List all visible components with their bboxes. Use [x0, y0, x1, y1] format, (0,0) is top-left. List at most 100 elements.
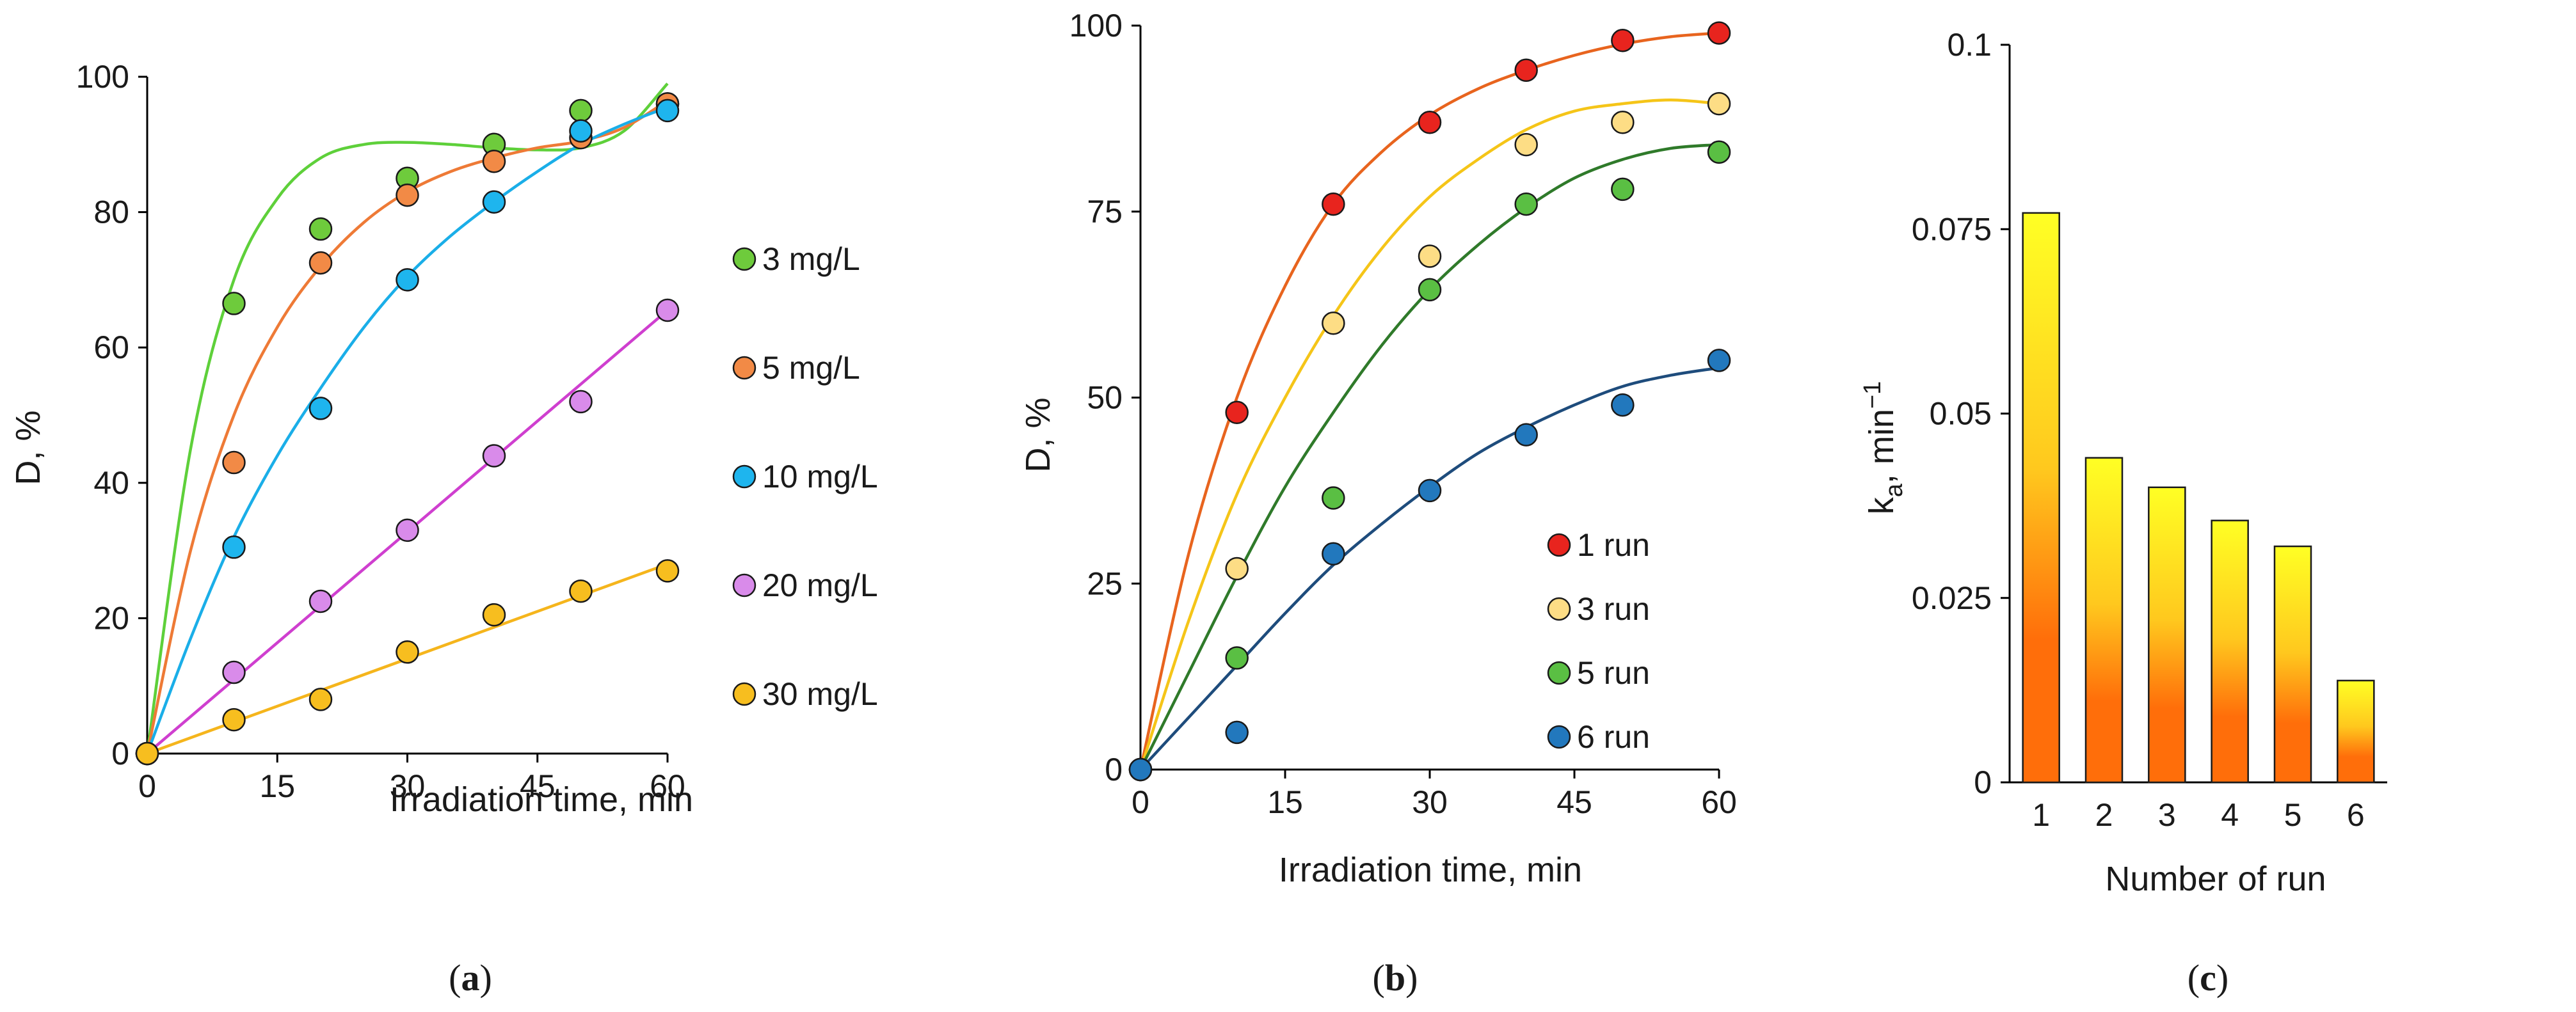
panel-b-y-tick-label: 50: [1087, 380, 1123, 416]
panel-a-data-point: [655, 99, 680, 123]
panel-a-data-point: [569, 579, 593, 603]
panel-a-data-point: [222, 292, 246, 315]
panel-a-legend-marker: [732, 682, 756, 706]
panel-b-fit-curve-2: [1139, 143, 1720, 771]
panel-b-data-point: [1322, 192, 1345, 216]
panel-c-x-tick-label: 1: [2032, 797, 2050, 833]
panel-b-y-tick-label: 0: [1105, 752, 1123, 787]
panel-b-data-point: [1418, 478, 1442, 503]
panel-a-x-tick-label: 15: [259, 768, 295, 804]
panel-b-y-tick-label: 25: [1087, 565, 1123, 601]
panel-b-data-point: [1707, 140, 1731, 164]
panel-c-y-axis-label: ka, min−1: [1859, 381, 1908, 515]
panel-b-legend-label: 3 run: [1577, 591, 1650, 627]
panel-c-bar-run-2: [2084, 457, 2124, 784]
panel-b-data-point: [1707, 91, 1731, 116]
panel-c-y-tick-label: 0.05: [1930, 396, 1992, 432]
panel-b-data-point: [1128, 757, 1153, 782]
panel-b-data-point: [1418, 278, 1442, 302]
panel-a-data-points: [135, 92, 680, 766]
panel-b-data-point: [1611, 393, 1635, 417]
panel-b-axes: 0 15 30 45 60 0 25 50 75 100: [1069, 8, 1737, 820]
panel-a-legend-marker: [732, 573, 756, 597]
panel-b-fit-curves: [1139, 31, 1720, 771]
panel-a-data-point: [482, 190, 506, 214]
panel-b-x-tick-label: 15: [1267, 784, 1303, 820]
panel-a-data-point: [135, 741, 159, 766]
panel-a-x-tick-label: 0: [138, 768, 156, 804]
panel-c-x-tick-label: 5: [2284, 797, 2302, 833]
panel-c-bars: [2022, 212, 2375, 784]
panel-a-data-point: [569, 99, 593, 123]
panel-a-legend-label: 3 mg/L: [762, 241, 860, 277]
panel-b-legend-label: 6 run: [1577, 719, 1650, 755]
panel-b-data-point: [1514, 192, 1538, 216]
panel-a-data-point: [482, 603, 506, 627]
panel-a-data-point: [569, 390, 593, 414]
panel-a-legend-label: 30 mg/L: [762, 676, 878, 712]
panel-b-data-point: [1225, 400, 1249, 425]
panel-a-legend: 3 mg/L 5 mg/L 10 mg/L 20 mg/L 30 mg/L: [732, 241, 878, 712]
panel-b-data-point: [1611, 110, 1635, 134]
panel-a-legend-marker: [732, 464, 756, 489]
panel-b-data-point: [1418, 110, 1442, 134]
panel-b-data-point: [1707, 349, 1731, 372]
panel-b-data-points: [1128, 21, 1731, 782]
panel-a-data-point: [569, 119, 593, 143]
panel-b-data-point: [1611, 177, 1635, 202]
panel-b-x-tick-label: 60: [1701, 784, 1737, 820]
panel-a-data-point: [396, 518, 419, 542]
panel-a-data-point: [222, 660, 246, 684]
panel-a-y-axis-label: D, %: [9, 410, 47, 485]
panel-b-data-point: [1322, 311, 1345, 335]
panel-a-legend-marker: [732, 356, 756, 380]
panel-a-data-point: [222, 708, 246, 732]
panel-c-x-axis-label: Number of run: [2105, 860, 2326, 898]
panel-b-label: (b): [1373, 957, 1418, 999]
panel-a-data-point: [222, 450, 246, 475]
panel-b-data-point: [1418, 244, 1442, 268]
panel-a-data-point: [482, 444, 506, 468]
panel-b-y-tick-label: 100: [1069, 8, 1123, 43]
panel-a-data-point: [308, 217, 333, 241]
panel-b-data-point: [1322, 486, 1345, 510]
panel-a-data-point: [482, 150, 506, 173]
panel-b-legend-label: 5 run: [1577, 655, 1650, 691]
panel-c-axes: 0 0.025 0.05 0.075 0.1 1 2 3 4 5 6: [1912, 27, 2387, 833]
panel-c-y-tick-label: 0.075: [1912, 211, 1992, 247]
panel-b-data-point: [1514, 132, 1538, 157]
panel-c-y-tick-label: 0: [1974, 764, 1992, 800]
panel-b-data-point: [1225, 720, 1249, 745]
panel-b-legend-marker: [1547, 661, 1571, 685]
panel-a-data-point: [222, 535, 246, 559]
panel-b-x-axis-label: Irradiation time, min: [1279, 851, 1582, 889]
panel-a-x-axis-label: Irradiation time, min: [390, 780, 693, 819]
panel-b-data-point: [1514, 58, 1538, 83]
panel-c-bar-run-6: [2337, 679, 2375, 784]
panel-a-y-tick-label: 40: [93, 465, 129, 501]
panel-c-bar-run-3: [2148, 486, 2186, 784]
panel-a-fit-curve-2: [145, 106, 668, 754]
panel-b-data-point: [1707, 21, 1731, 45]
panel-c-bar-run-5: [2273, 545, 2312, 784]
chart-panel-b: 0 15 30 45 60 0 25 50 75 100 1 run 3 run 5 run 6 ru…: [1019, 8, 1737, 999]
panel-c-label: (c): [2188, 957, 2228, 999]
panel-a-x-tick-label: 30: [390, 768, 426, 804]
panel-a-x-tick-label: 60: [650, 768, 685, 804]
panel-b-legend-label: 1 run: [1577, 527, 1650, 563]
panel-b-fit-curve-1: [1139, 99, 1720, 770]
panel-a-y-tick-label: 60: [93, 329, 129, 365]
panel-a-data-point: [396, 640, 419, 664]
panel-b-legend-marker: [1547, 597, 1571, 621]
panel-a-data-point: [308, 397, 333, 420]
panel-a-fit-curve-1: [145, 99, 669, 754]
panel-c-x-tick-label: 6: [2347, 797, 2365, 833]
panel-c-bar-run-4: [2211, 519, 2249, 784]
panel-c-y-tick-label: 0.1: [1947, 27, 1992, 63]
panel-c-x-tick-label: 2: [2095, 797, 2113, 833]
panel-b-data-point: [1225, 646, 1249, 670]
panel-b-y-tick-label: 75: [1087, 194, 1123, 230]
panel-a-label: (a): [449, 957, 492, 999]
panel-c-x-tick-label: 4: [2221, 797, 2239, 833]
panel-b-x-tick-label: 0: [1132, 784, 1149, 820]
